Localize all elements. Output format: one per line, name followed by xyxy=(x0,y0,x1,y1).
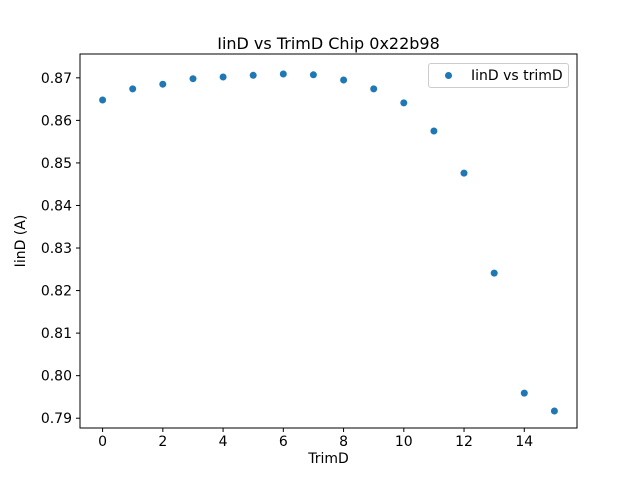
x-tick-label: 8 xyxy=(339,434,348,450)
data-point xyxy=(370,85,378,93)
data-point xyxy=(129,85,137,93)
x-axis-label: TrimD xyxy=(308,451,349,467)
y-tick-label: 0.83 xyxy=(41,241,72,257)
y-tick-label: 0.86 xyxy=(41,113,72,129)
y-tick-label: 0.80 xyxy=(41,369,72,385)
data-point xyxy=(340,76,348,84)
data-point xyxy=(550,407,558,415)
data-point xyxy=(490,269,498,277)
data-point xyxy=(219,73,227,81)
y-axis-label: IinD (A) xyxy=(13,214,29,268)
data-point xyxy=(99,96,107,104)
data-point xyxy=(460,169,468,177)
y-tick-label: 0.79 xyxy=(41,411,72,427)
x-tick-label: 10 xyxy=(395,434,413,450)
y-tick-label: 0.85 xyxy=(41,156,72,172)
y-tick-label: 0.87 xyxy=(41,71,72,87)
data-point xyxy=(249,71,257,79)
data-point xyxy=(520,389,528,397)
legend: IinD vs trimD xyxy=(428,63,569,88)
data-point xyxy=(430,127,438,135)
data-point xyxy=(159,80,167,88)
data-point xyxy=(309,71,317,79)
x-tick-label: 12 xyxy=(455,434,473,450)
data-point xyxy=(189,75,197,83)
y-tick-label: 0.82 xyxy=(41,284,72,300)
x-tick-label: 4 xyxy=(219,434,228,450)
y-tick-label: 0.81 xyxy=(41,326,72,342)
legend-label: IinD vs trimD xyxy=(471,67,563,84)
axes-spines xyxy=(79,53,578,429)
data-point xyxy=(400,99,408,107)
x-tick-label: 14 xyxy=(515,434,533,450)
x-tick-label: 0 xyxy=(98,434,107,450)
chart-title: IinD vs TrimD Chip 0x22b98 xyxy=(217,34,440,53)
y-tick-label: 0.84 xyxy=(41,198,72,214)
data-point xyxy=(279,70,287,78)
legend-marker-icon xyxy=(445,72,452,79)
x-tick-label: 2 xyxy=(158,434,167,450)
x-tick-label: 6 xyxy=(279,434,288,450)
